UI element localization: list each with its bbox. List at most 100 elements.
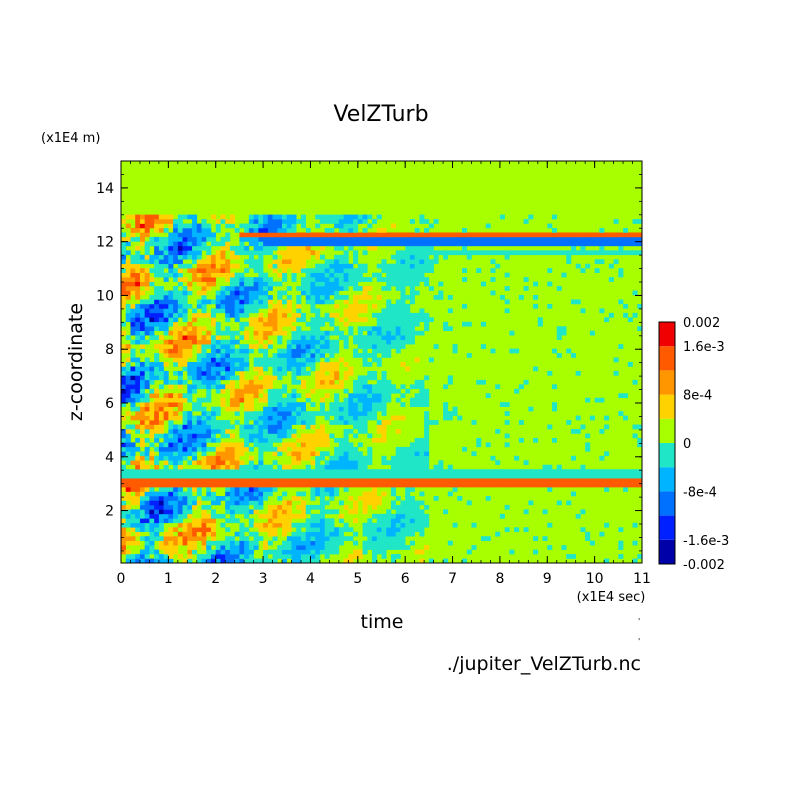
- heatmap-cell: [518, 437, 524, 443]
- heatmap-cell: [381, 241, 387, 247]
- heatmap-cell: [390, 536, 397, 541]
- heatmap-cell: [130, 406, 136, 412]
- heatmap-cell: [192, 496, 198, 501]
- heatmap-cell: [343, 281, 349, 287]
- heatmap-cell: [154, 268, 160, 273]
- heatmap-cell: [267, 330, 273, 336]
- heatmap-cell: [215, 558, 221, 564]
- heatmap-cell: [149, 411, 155, 416]
- heatmap-cell: [149, 295, 155, 300]
- heatmap-cell: [168, 433, 174, 439]
- heatmap-cell: [163, 482, 169, 488]
- heatmap-cell: [585, 397, 591, 403]
- heatmap-cell: [225, 455, 231, 461]
- heatmap-cell: [580, 527, 586, 533]
- heatmap-cell: [163, 545, 169, 550]
- heatmap-cell: [263, 241, 269, 247]
- heatmap-cell: [154, 317, 160, 323]
- heatmap-cell: [149, 455, 155, 461]
- heatmap-cell: [319, 429, 325, 434]
- heatmap-cell: [258, 250, 264, 256]
- heatmap-cell: [613, 478, 619, 483]
- heatmap-cell: [480, 536, 486, 541]
- heatmap-cell: [149, 487, 155, 492]
- heatmap-cell: [135, 370, 141, 376]
- heatmap-cell: [400, 545, 406, 550]
- heatmap-cell: [367, 295, 373, 300]
- heatmap-cell: [192, 482, 198, 488]
- heatmap-cell: [353, 219, 359, 224]
- heatmap-cell: [149, 406, 155, 412]
- heatmap-cell: [121, 402, 127, 407]
- heatmap-cell: [192, 245, 198, 251]
- heatmap-cell: [244, 362, 250, 367]
- heatmap-cell: [490, 290, 496, 296]
- heatmap-cell: [405, 482, 411, 488]
- heatmap-cell: [225, 223, 231, 229]
- heatmap-cell: [215, 326, 221, 332]
- heatmap-cell: [495, 531, 501, 537]
- heatmap-cell: [552, 232, 558, 238]
- heatmap-cell: [130, 339, 136, 345]
- heatmap-cell: [182, 393, 188, 399]
- heatmap-cell: [168, 531, 174, 537]
- heatmap-cell: [163, 469, 169, 474]
- heatmap-cell: [627, 232, 633, 238]
- heatmap-cell: [324, 232, 330, 238]
- heatmap-cell: [248, 522, 254, 528]
- heatmap-cell: [353, 268, 359, 273]
- heatmap-cell: [457, 236, 463, 242]
- heatmap-cell: [282, 268, 288, 273]
- heatmap-cell: [182, 437, 188, 443]
- heatmap-cell: [409, 482, 415, 488]
- heatmap-cell: [338, 277, 344, 282]
- heatmap-cell: [613, 241, 619, 247]
- heatmap-cell: [405, 509, 411, 515]
- heatmap-cell: [305, 245, 311, 251]
- heatmap-cell: [192, 317, 198, 323]
- heatmap-cell: [315, 522, 321, 528]
- heatmap-cell: [173, 437, 179, 443]
- heatmap-cell: [443, 321, 449, 327]
- heatmap-cell: [154, 504, 160, 510]
- heatmap-cell: [447, 464, 453, 470]
- heatmap-cell: [149, 388, 155, 394]
- heatmap-cell: [139, 348, 145, 354]
- heatmap-cell: [258, 433, 264, 439]
- y-tick-label: 6: [105, 396, 114, 412]
- heatmap-cell: [234, 330, 240, 336]
- heatmap-cell: [258, 299, 264, 305]
- heatmap-cell: [329, 321, 335, 327]
- heatmap-cell: [144, 469, 150, 474]
- heatmap-cell: [343, 388, 349, 394]
- heatmap-cell: [248, 393, 254, 399]
- heatmap-cell: [348, 330, 354, 336]
- heatmap-cell: [135, 259, 141, 265]
- heatmap-cell: [561, 272, 567, 278]
- heatmap-cell: [139, 362, 145, 367]
- heatmap-cell: [452, 473, 458, 479]
- heatmap-cell: [329, 241, 335, 247]
- heatmap-cell: [409, 531, 415, 537]
- heatmap-cell: [121, 259, 127, 265]
- heatmap-cell: [367, 451, 373, 457]
- heatmap-cell: [594, 232, 600, 238]
- heatmap-cell: [135, 513, 141, 519]
- heatmap-cell: [244, 527, 250, 533]
- heatmap-cell: [291, 357, 297, 363]
- heatmap-cell: [390, 241, 397, 247]
- heatmap-cell: [409, 339, 415, 345]
- heatmap-cell: [400, 415, 406, 421]
- heatmap-cell: [229, 299, 235, 305]
- heatmap-cell: [130, 232, 136, 238]
- heatmap-cell: [533, 281, 539, 287]
- heatmap-cell: [599, 482, 605, 488]
- heatmap-cell: [542, 473, 548, 479]
- heatmap-cell: [192, 375, 198, 381]
- heatmap-cell: [144, 254, 150, 260]
- heatmap-cell: [310, 330, 316, 336]
- heatmap-cell: [405, 281, 411, 287]
- heatmap-cell: [485, 250, 491, 256]
- heatmap-cell: [575, 482, 581, 488]
- heatmap-cell: [121, 509, 127, 515]
